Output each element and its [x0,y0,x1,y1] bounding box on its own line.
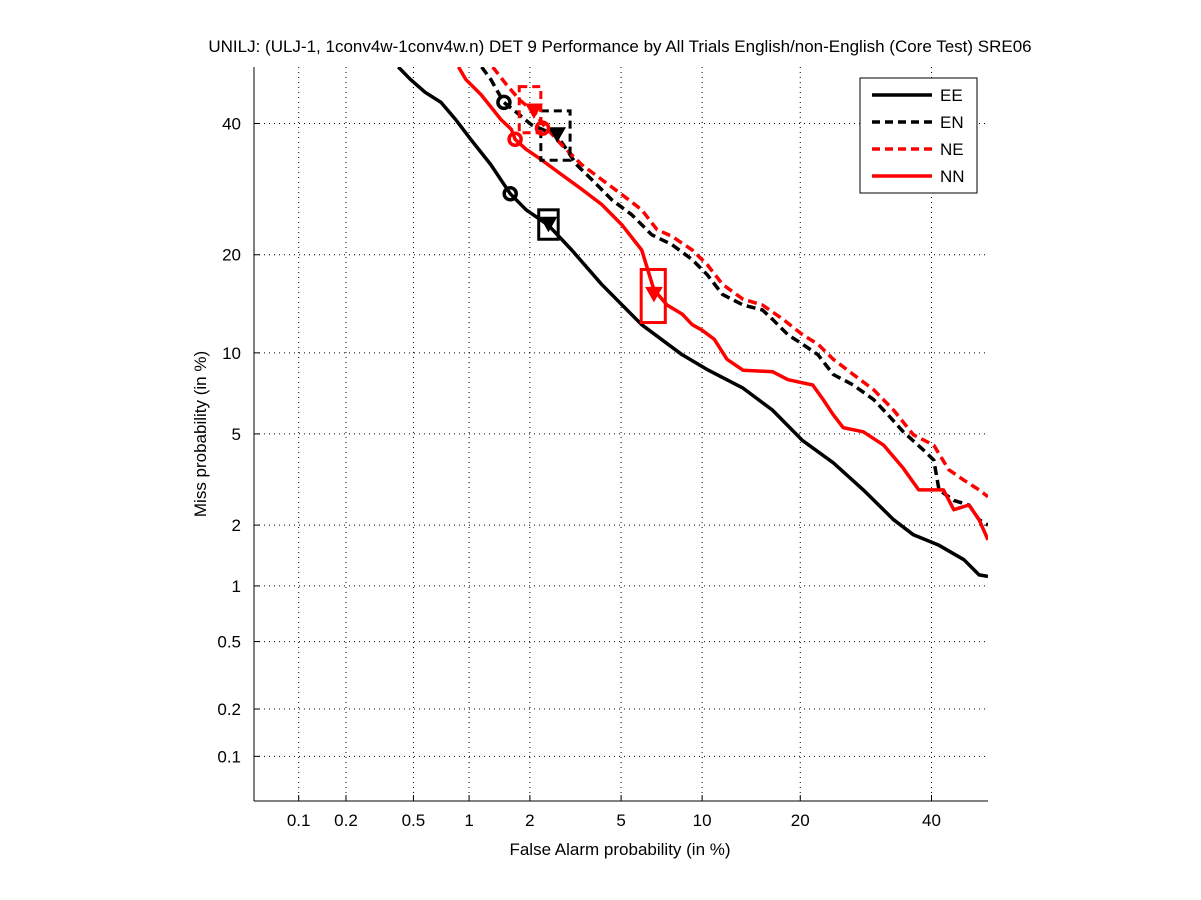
act-dcf-box-ne [517,85,543,135]
legend-label-nn: NN [940,167,965,186]
x-tick-label: 0.2 [334,811,358,830]
legend-label-ne: NE [940,140,964,159]
chart-title: UNILJ: (ULJ-1, 1conv4w-1conv4w.n) DET 9 … [208,37,1031,56]
markers-layer [496,85,667,325]
x-axis-ticks: 0.1 0.2 0.5 1 2 5 10 20 40 [287,795,941,830]
act-dcf-box-nn [639,267,667,325]
act-dcf-marker-ne [525,103,543,120]
min-dcf-marker-en [496,94,512,111]
x-tick-label: 2 [525,811,534,830]
y-tick-label: 5 [232,425,241,444]
min-dcf-marker-nn [507,131,523,148]
legend-label-en: EN [940,113,964,132]
x-tick-label: 40 [922,811,941,830]
legend-label-ee: EE [940,86,963,105]
y-tick-label: 20 [222,246,241,265]
y-tick-label: 40 [222,115,241,134]
x-tick-label: 20 [791,811,810,830]
series-line-ee [397,67,988,579]
x-tick-label: 0.1 [287,811,311,830]
y-axis-label: Miss probability (in %) [191,351,210,517]
x-tick-label: 0.5 [402,811,426,830]
min-dcf-marker-ne [534,120,551,136]
y-tick-label: 0.1 [217,747,241,766]
series-line-ne [491,67,988,499]
y-tick-label: 0.5 [217,633,241,652]
y-axis-ticks: 0.1 0.2 0.5 1 2 5 10 20 40 [217,115,260,766]
x-axis-label: False Alarm probability (in %) [509,840,730,859]
y-tick-label: 0.2 [217,700,241,719]
act-dcf-marker-nn [645,286,663,303]
y-tick-label: 1 [232,577,241,596]
y-tick-label: 10 [222,344,241,363]
series-line-nn [456,67,988,541]
x-tick-label: 1 [464,811,473,830]
y-tick-label: 2 [232,516,241,535]
legend: EE EN NE NN [859,77,978,194]
act-dcf-marker-en [548,127,566,143]
min-dcf-marker-ee [502,185,518,202]
act-dcf-box-ee [537,208,560,241]
legend-box [859,77,978,194]
act-dcf-marker-ee [539,216,558,233]
series-layer [397,67,988,579]
x-tick-label: 5 [616,811,625,830]
x-tick-label: 10 [693,811,712,830]
